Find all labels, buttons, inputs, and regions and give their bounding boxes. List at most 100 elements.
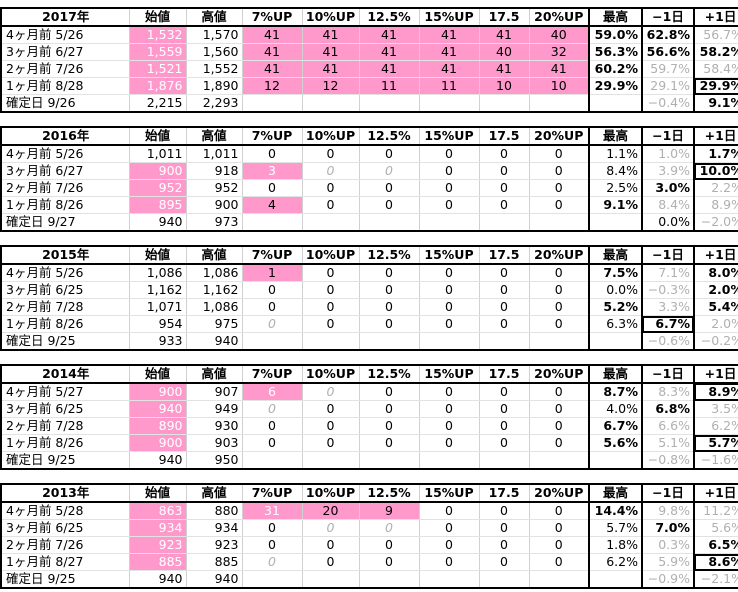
row-label[interactable]: 確定日 9/25 [0, 451, 130, 470]
data-cell[interactable]: 0 [419, 434, 480, 452]
column-header[interactable]: 15%UP [419, 7, 480, 27]
data-cell[interactable]: 5.1% [642, 434, 695, 452]
row-label[interactable]: 2ヶ月前 7/26 [0, 179, 130, 197]
column-header[interactable]: 高値 [186, 7, 243, 27]
data-cell[interactable]: 0 [302, 162, 360, 180]
data-cell[interactable]: 1,570 [186, 26, 243, 44]
data-cell[interactable]: 2.2% [694, 179, 738, 197]
data-cell[interactable]: 41 [302, 26, 360, 44]
data-cell[interactable]: 5.6% [589, 434, 643, 452]
data-cell[interactable]: 9.1% [589, 196, 643, 214]
data-cell[interactable] [479, 451, 530, 470]
data-cell[interactable]: −2.0% [694, 213, 738, 232]
row-label[interactable]: 3ヶ月前 6/25 [0, 519, 130, 537]
data-cell[interactable]: 41 [302, 60, 360, 78]
data-cell[interactable]: −2.1% [694, 570, 738, 589]
data-cell[interactable]: −1.6% [694, 451, 738, 470]
data-cell[interactable]: 952 [186, 179, 243, 197]
data-cell[interactable]: 40 [529, 26, 590, 44]
data-cell[interactable]: 8.0% [694, 264, 738, 282]
data-cell[interactable]: 56.7% [694, 26, 738, 44]
column-header[interactable]: 20%UP [529, 7, 590, 27]
data-cell[interactable] [479, 332, 530, 351]
data-cell[interactable] [359, 94, 420, 113]
data-cell[interactable]: 29.9% [694, 77, 738, 95]
column-header[interactable]: 最高 [589, 483, 643, 503]
data-cell[interactable]: 1,086 [129, 264, 187, 282]
data-cell[interactable]: 900 [129, 434, 187, 452]
data-cell[interactable]: 0 [242, 400, 303, 418]
data-cell[interactable]: 940 [129, 400, 187, 418]
data-cell[interactable]: 5.7% [589, 519, 643, 537]
data-cell[interactable]: 1,552 [186, 60, 243, 78]
data-cell[interactable]: 1,532 [129, 26, 187, 44]
data-cell[interactable]: 0 [302, 145, 360, 163]
data-cell[interactable]: 59.7% [642, 60, 695, 78]
data-cell[interactable]: 1.1% [589, 145, 643, 163]
data-cell[interactable]: 0 [302, 281, 360, 299]
data-cell[interactable] [302, 332, 360, 351]
data-cell[interactable]: 31 [242, 502, 303, 520]
data-cell[interactable]: 1,890 [186, 77, 243, 95]
row-label[interactable]: 4ヶ月前 5/28 [0, 502, 130, 520]
data-cell[interactable]: 949 [186, 400, 243, 418]
data-cell[interactable]: 0 [419, 145, 480, 163]
data-cell[interactable]: 0 [529, 383, 590, 401]
data-cell[interactable]: 58.4% [694, 60, 738, 78]
data-cell[interactable]: 40 [479, 43, 530, 61]
data-cell[interactable]: 41 [302, 43, 360, 61]
data-cell[interactable]: −0.9% [642, 570, 695, 589]
row-label[interactable]: 1ヶ月前 8/26 [0, 315, 130, 333]
data-cell[interactable]: 0 [479, 264, 530, 282]
data-cell[interactable]: 0 [479, 434, 530, 452]
data-cell[interactable]: 940 [186, 332, 243, 351]
data-cell[interactable]: 0 [302, 264, 360, 282]
data-cell[interactable]: 934 [186, 519, 243, 537]
data-cell[interactable]: 2.5% [589, 179, 643, 197]
data-cell[interactable]: 0 [479, 162, 530, 180]
data-cell[interactable]: 3 [242, 162, 303, 180]
data-cell[interactable]: 885 [186, 553, 243, 571]
data-cell[interactable]: 0 [359, 553, 420, 571]
data-cell[interactable]: 6.8% [642, 400, 695, 418]
data-cell[interactable]: −0.3% [642, 281, 695, 299]
data-cell[interactable]: 0 [419, 196, 480, 214]
data-cell[interactable]: 10 [529, 77, 590, 95]
data-cell[interactable]: 1.8% [589, 536, 643, 554]
data-cell[interactable]: 41 [359, 26, 420, 44]
data-cell[interactable]: 0 [242, 536, 303, 554]
data-cell[interactable]: 0 [302, 434, 360, 452]
data-cell[interactable]: 1,086 [186, 264, 243, 282]
data-cell[interactable]: 0 [479, 553, 530, 571]
column-header[interactable]: 最高 [589, 364, 643, 384]
data-cell[interactable]: 940 [129, 213, 187, 232]
data-cell[interactable]: 9.1% [694, 94, 738, 113]
data-cell[interactable] [589, 94, 643, 113]
column-header[interactable]: 高値 [186, 364, 243, 384]
data-cell[interactable]: 0 [242, 434, 303, 452]
data-cell[interactable]: 0 [479, 502, 530, 520]
data-cell[interactable] [302, 213, 360, 232]
data-cell[interactable]: 1,559 [129, 43, 187, 61]
column-header[interactable]: +1日 [694, 126, 738, 146]
column-header[interactable]: 12.5% [359, 364, 420, 384]
data-cell[interactable]: 32 [529, 43, 590, 61]
data-cell[interactable]: 0 [359, 536, 420, 554]
data-cell[interactable]: 1 [242, 264, 303, 282]
data-cell[interactable]: 0 [302, 315, 360, 333]
data-cell[interactable]: 6.5% [694, 536, 738, 554]
data-cell[interactable]: 12 [242, 77, 303, 95]
data-cell[interactable]: 0 [242, 298, 303, 316]
data-cell[interactable] [589, 451, 643, 470]
data-cell[interactable] [242, 213, 303, 232]
data-cell[interactable]: 60.2% [589, 60, 643, 78]
column-header[interactable]: 15%UP [419, 483, 480, 503]
data-cell[interactable]: 14.4% [589, 502, 643, 520]
data-cell[interactable]: 8.4% [589, 162, 643, 180]
column-header[interactable]: 10%UP [302, 364, 360, 384]
column-header[interactable]: 10%UP [302, 7, 360, 27]
data-cell[interactable]: 0 [529, 536, 590, 554]
row-label[interactable]: 確定日 9/27 [0, 213, 130, 232]
data-cell[interactable]: 5.4% [694, 298, 738, 316]
data-cell[interactable]: 0 [529, 179, 590, 197]
